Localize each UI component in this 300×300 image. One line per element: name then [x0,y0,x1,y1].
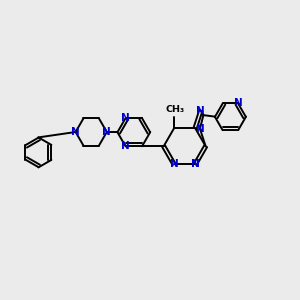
Text: N: N [234,98,243,108]
Text: N: N [196,106,205,116]
Text: N: N [191,160,200,170]
Text: N: N [196,124,204,134]
Text: N: N [170,160,178,170]
Text: N: N [71,127,80,137]
Text: N: N [102,127,111,137]
Text: N: N [121,141,130,151]
Text: N: N [121,113,130,123]
Text: N: N [191,160,200,170]
Text: CH₃: CH₃ [166,106,184,115]
